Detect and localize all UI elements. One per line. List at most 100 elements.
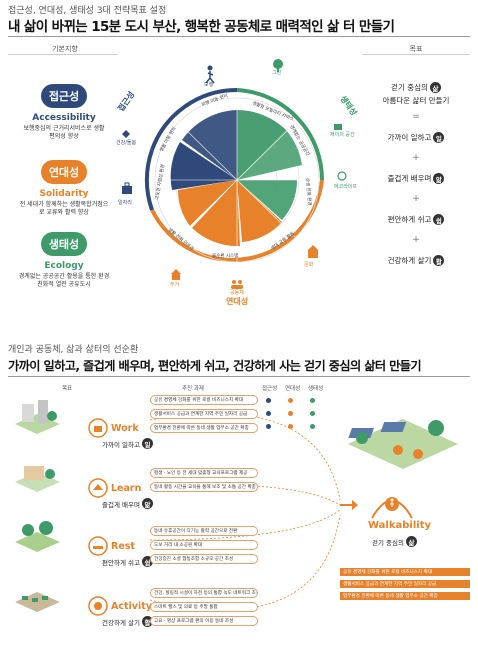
segment-sol-2 bbox=[192, 180, 240, 247]
principle-accessibility-pill: 접근성 bbox=[41, 84, 87, 108]
tasks-activity: 건강, 힐링적 시설이 하천 등의 통합 녹도 네트워크 조성 스마트 헬스 및… bbox=[150, 588, 258, 626]
icon-label: 일자리 bbox=[118, 199, 132, 206]
walk-icon bbox=[205, 65, 215, 84]
goal-char: 앎 bbox=[433, 173, 445, 184]
left-header-rule bbox=[8, 54, 118, 55]
segment-sol-3 bbox=[178, 180, 237, 226]
col-header-goal: 목표 bbox=[62, 386, 73, 392]
goal-char: 삶 bbox=[429, 82, 441, 93]
col-header-eco: 생태성 bbox=[308, 386, 324, 392]
right-header: 목표 bbox=[409, 45, 423, 53]
top-rule bbox=[8, 36, 470, 37]
category-learn-en: Learn bbox=[111, 482, 142, 494]
goal-work: 가까이 일하고 일 bbox=[362, 132, 470, 143]
goal-char: 쉼 bbox=[433, 214, 445, 225]
segment-label: 물순환 시스템 bbox=[212, 252, 238, 259]
segment-eco-3 bbox=[237, 180, 298, 220]
walkability-en: Walkability bbox=[368, 520, 431, 531]
orange-note: 업무환경 전환에 따른 동네 생활 업무소 공간 확충 bbox=[340, 592, 470, 600]
ecolife-icon bbox=[337, 171, 347, 181]
walk-arc-icon bbox=[371, 497, 413, 519]
learn-circle-icon bbox=[88, 478, 108, 498]
rest-circle-icon bbox=[88, 536, 108, 556]
segment-access-2 bbox=[182, 110, 237, 180]
icon-label: 건강/돌봄 bbox=[116, 139, 136, 146]
activity-illustration bbox=[15, 592, 60, 612]
task-item: 고요 · 명상 프로그램 편의 이용 동네 조성 bbox=[150, 616, 258, 626]
separator-equals: = bbox=[412, 112, 420, 122]
col-header-sol: 연대성 bbox=[285, 386, 301, 392]
bottom-subtitle: 개인과 공동체, 삶과 삶터의 선순환 bbox=[8, 345, 139, 355]
task-item: 동네 활동 시간을 교육을 통해 보조 및 소통 공간 확충 bbox=[150, 482, 258, 492]
category-activity-en: Activity bbox=[111, 600, 152, 612]
task-item: 생활서비스 공급과 연계한 지역 주민 일자리 공급 bbox=[150, 409, 258, 419]
category-work-en: Work bbox=[111, 422, 139, 434]
task-item: 도보 거리 내 소공원 확대 bbox=[150, 540, 258, 550]
culture-icon bbox=[308, 245, 318, 258]
col-header-tasks: 추진 과제 bbox=[182, 386, 204, 392]
segment-label: 생활 친화 인프라 bbox=[167, 226, 197, 252]
icon-label: 공동체 bbox=[230, 289, 244, 296]
ring-eco bbox=[236, 88, 325, 181]
ring-access bbox=[150, 87, 238, 151]
work-illustration bbox=[15, 400, 60, 434]
tasks-rest: 동네 유휴공간이 다기능 활력 공간으로 전환 도보 거리 내 소공원 확대 건… bbox=[150, 526, 258, 564]
icon-label: 그린 bbox=[272, 69, 282, 76]
park-icon bbox=[334, 124, 342, 130]
principle-solidarity: 연대성 Solidarity 전 세대가 함께하는 생활복합거점으로 교류와 활… bbox=[8, 160, 120, 217]
work-icon bbox=[122, 182, 132, 194]
principle-ecology-desc: 경계없는 공공공간 활용을 통한 환경 친화적 열린 공유도시 bbox=[18, 273, 110, 288]
task-item: 공유 경영체 강화를 위한 로컬 비즈니스지 확대 bbox=[150, 395, 258, 405]
icon-label: 에코라이프 bbox=[334, 183, 357, 190]
tasks-work: 공유 경영체 강화를 위한 로컬 비즈니스지 확대 생활서비스 공급과 연계한 … bbox=[150, 395, 258, 433]
walkability-illustration bbox=[348, 419, 458, 469]
goal-rest: 편안하게 쉬고 쉼 bbox=[362, 214, 470, 225]
goals-list: 걷기 중심의 삶 아름다운 삶터 만들기 = 가까이 일하고 일 + 즐겁게 배우며… bbox=[362, 82, 470, 266]
community-icon bbox=[231, 280, 243, 289]
category-rest: Rest 편안하게 쉬고 쉼 bbox=[88, 536, 153, 567]
indicator-dots bbox=[266, 398, 315, 429]
icon-label: 주거 bbox=[170, 281, 179, 288]
axis-access: 접근성 bbox=[115, 89, 136, 113]
task-item: 업무환경 전환에 따른 동네 생활 업무소 공간 확충 bbox=[150, 423, 258, 433]
segment-label: 상생 친화 환경 bbox=[304, 178, 313, 206]
bottom-title: 가까이 일하고, 즐겁게 배우며, 편안하게 쉬고, 건강하게 사는 걷기 중심… bbox=[8, 359, 422, 373]
right-header-rule bbox=[362, 54, 470, 55]
goal-walk-2: 아름다운 삶터 만들기 bbox=[382, 96, 450, 105]
task-item: 건강, 힐링적 시설이 하천 등의 통합 녹도 네트워크 조성 bbox=[150, 588, 258, 598]
goal-walk: 걷기 중심의 삶 bbox=[362, 82, 470, 93]
top-title: 내 삶이 바뀌는 15분 도시 부산, 행복한 공동체로 매력적인 삶 터 만들… bbox=[8, 19, 395, 35]
separator-plus: + bbox=[412, 194, 420, 204]
principle-accessibility-en: Accessibility bbox=[32, 113, 96, 123]
principle-accessibility: 접근성 Accessibility 보행중심의 근거리서비스로 생활편의성 향상 bbox=[8, 84, 120, 141]
icon-label: 보행 bbox=[204, 81, 214, 88]
segment-eco-2 bbox=[237, 130, 302, 180]
category-rest-ko: 편안하게 쉬고 쉼 bbox=[102, 556, 153, 567]
separator-plus: + bbox=[412, 153, 420, 163]
orange-note: 생활서비스 공급과 연계한 지역 주민 일자리 공급 bbox=[340, 580, 470, 588]
col-header-access: 접근성 bbox=[262, 386, 278, 392]
activity-circle-icon bbox=[88, 596, 108, 616]
category-learn-ko: 즐겁게 배우며 앎 bbox=[102, 498, 153, 509]
icon-label: 제이의 공간 bbox=[330, 131, 355, 138]
orange-note: 공유 경영체 강화를 위한 로컬 비즈니스지 확대 bbox=[340, 568, 470, 576]
segment-access-1 bbox=[170, 142, 237, 190]
axis-eco: 생태성 bbox=[338, 93, 359, 117]
category-work: Work 가까이 일하고 일 bbox=[88, 418, 153, 449]
goal-char: 일 bbox=[433, 132, 445, 143]
top-subtitle: 접근성, 연대성, 생태성 3대 전략목표 설정 bbox=[8, 6, 167, 16]
task-item: 스마트 헬스 및 의료 등 주말 통합 bbox=[150, 602, 258, 612]
orange-notes: 공유 경영체 강화를 위한 로컬 비즈니스지 확대 생활서비스 공급과 연계한 … bbox=[340, 568, 470, 600]
principle-solidarity-pill: 연대성 bbox=[41, 160, 87, 184]
goal-char: 활 bbox=[433, 255, 445, 266]
principle-ecology: 생태성 Ecology 경계없는 공공공간 활용을 통한 환경 친화적 열린 공… bbox=[8, 232, 120, 289]
category-activity: Activity 건강하게 살기 활 bbox=[88, 596, 153, 627]
axis-sol: 연대성 bbox=[226, 296, 248, 306]
icon-label: 문화 bbox=[304, 262, 314, 268]
goal-activity: 건강하게 살기 활 bbox=[362, 255, 470, 266]
walkability-ko: 걷기 중심의 삶 bbox=[372, 536, 417, 547]
category-learn: Learn 즐겁게 배우며 앎 bbox=[88, 478, 153, 509]
work-circle-icon bbox=[88, 418, 108, 438]
strategy-wheel: 보행 이동 편리 생활형 모빌리티 서비스 경계없는 공공공간 상생 친화 환경… bbox=[115, 59, 359, 306]
segment-sol-1 bbox=[237, 180, 282, 242]
